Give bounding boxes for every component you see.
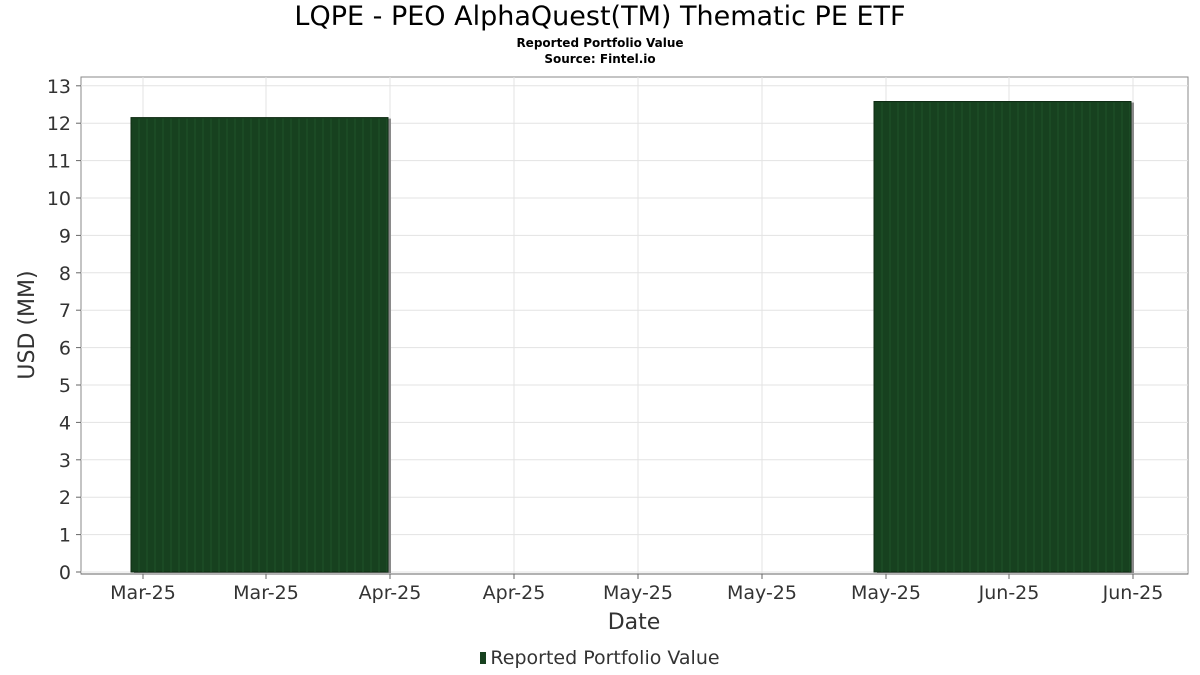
legend-label: Reported Portfolio Value (490, 647, 720, 669)
x-tick-label: May-25 (603, 582, 673, 604)
y-tick-label: 9 (59, 225, 71, 247)
legend-swatch (480, 652, 487, 664)
chart-title: LQPE - PEO AlphaQuest(TM) Thematic PE ET… (294, 1, 906, 32)
x-tick-label: Apr-25 (359, 582, 422, 604)
x-tick-label: Mar-25 (110, 582, 176, 604)
y-tick-label: 1 (59, 525, 71, 547)
x-axis-label: Date (608, 610, 661, 635)
x-tick-label: May-25 (851, 582, 921, 604)
x-tick-label: Jun-25 (978, 582, 1040, 604)
y-tick-label: 12 (47, 113, 71, 135)
y-tick-label: 4 (59, 412, 71, 434)
y-tick-label: 8 (59, 263, 71, 285)
y-axis-label: USD (MM) (15, 270, 40, 379)
y-tick-label: 11 (47, 151, 71, 173)
y-tick-label: 2 (59, 487, 71, 509)
x-tick-label: Mar-25 (233, 582, 299, 604)
x-tick-label: Apr-25 (483, 582, 546, 604)
y-tick-label: 0 (59, 562, 71, 584)
y-tick-label: 10 (47, 188, 71, 210)
y-tick-label: 13 (47, 76, 71, 98)
legend: Reported Portfolio Value (0, 647, 1200, 669)
y-tick-label: 3 (59, 450, 71, 472)
chart-source: Source: Fintel.io (544, 52, 656, 66)
x-tick-label: May-25 (727, 582, 797, 604)
chart-subtitle: Reported Portfolio Value (516, 36, 684, 50)
bars (130, 101, 1134, 574)
y-tick-label: 7 (59, 300, 71, 322)
y-tick-label: 5 (59, 375, 71, 397)
y-tick-label: 6 (59, 338, 71, 360)
x-tick-label: Jun-25 (1102, 582, 1164, 604)
